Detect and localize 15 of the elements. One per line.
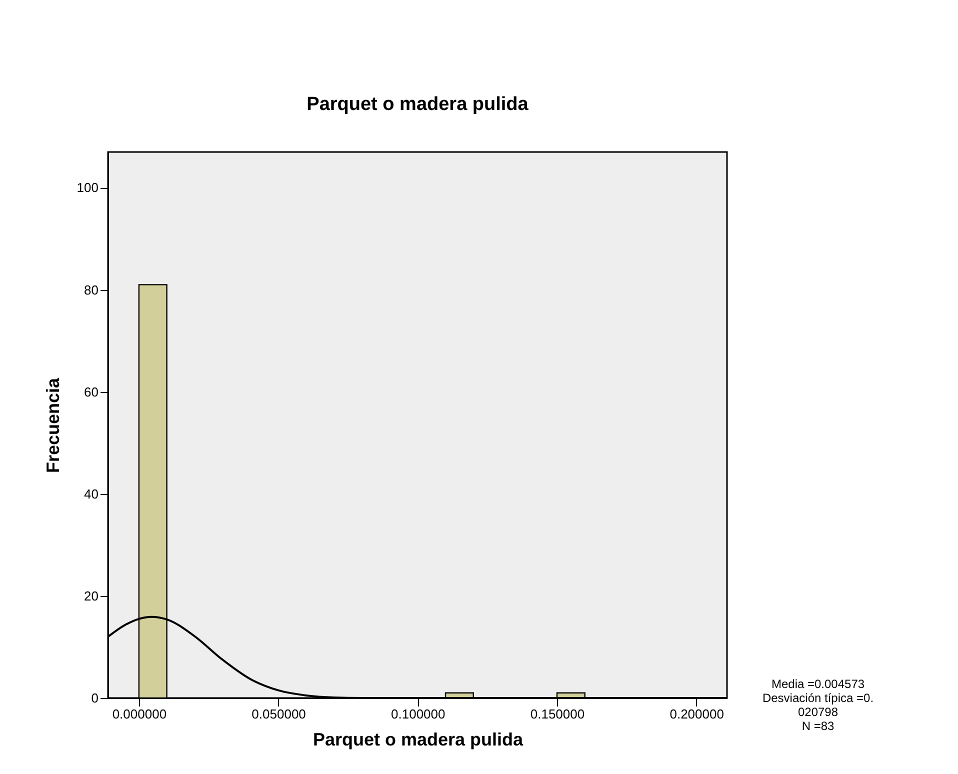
text: Media =0.004573 Desviación típica =0. 020798 N =83 <box>762 677 874 733</box>
x-tick-label: 0.150000 <box>530 706 585 722</box>
y-tick-label: 100 <box>76 180 98 196</box>
y-axis-title: Frecuencia <box>42 376 63 474</box>
y-tick-label: 40 <box>84 486 98 502</box>
x-axis-title: Parquet o madera pulida <box>312 730 524 750</box>
y-tick-label: 60 <box>84 384 98 400</box>
y-tick-label: 80 <box>84 282 98 298</box>
x-tick-label: 0.050000 <box>252 706 306 722</box>
y-tick-label: 0 <box>91 690 98 706</box>
x-tick-label: 0.100000 <box>391 706 446 722</box>
x-tick-label: 0.200000 <box>670 706 724 722</box>
y-tick-label: 20 <box>84 588 98 604</box>
x-tick-label: 0.000000 <box>112 706 167 722</box>
chart-title: Parquet o madera pulida <box>306 94 529 115</box>
